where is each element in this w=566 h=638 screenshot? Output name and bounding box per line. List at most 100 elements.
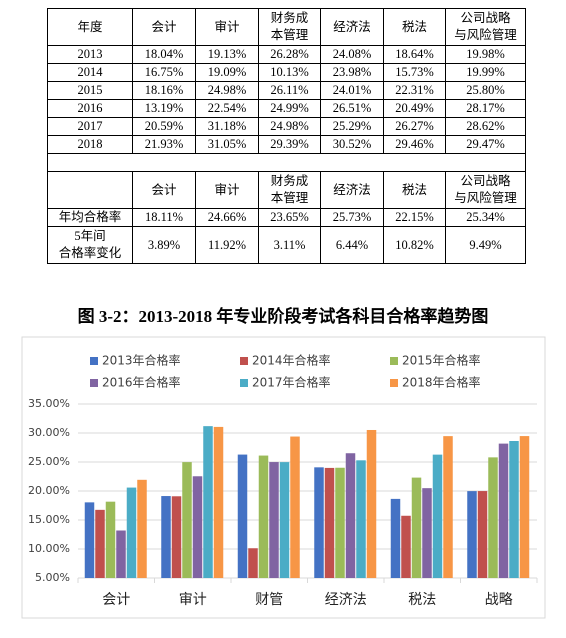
bar (443, 436, 453, 578)
bar (192, 476, 203, 578)
legend-swatch (240, 357, 248, 365)
x-tick-label: 经济法 (325, 592, 367, 608)
cell: 19.98% (445, 45, 526, 64)
bar (213, 426, 224, 578)
cell: 税法 (383, 171, 446, 209)
bar (95, 509, 105, 578)
bar (171, 496, 182, 578)
data-row: 2018 21.93% 31.05% 29.39% 30.52% 29.46% 29.47% (47, 135, 526, 154)
y-tick-label: 15.00% (28, 513, 70, 526)
bar (356, 460, 366, 578)
cell: 2015 (47, 81, 133, 100)
cell: 24.98% (195, 81, 259, 100)
bar (248, 548, 258, 578)
data-row: 2015 18.16% 24.98% 26.11% 24.01% 22.31% 25.80% (47, 81, 526, 100)
cell: 3.11% (258, 226, 321, 264)
bar (84, 502, 95, 578)
x-tick-label: 税法 (408, 592, 436, 608)
bar (126, 487, 137, 578)
cell: 5年间 合格率变化 (47, 226, 133, 264)
cell: 26.51% (320, 99, 384, 118)
bar (182, 462, 192, 578)
cell: 会计 (132, 171, 196, 209)
legend-label: 2017年合格率 (252, 375, 331, 390)
bar (105, 501, 116, 578)
cell: 会计 (132, 8, 196, 46)
empty-cell (47, 171, 133, 209)
legend-swatch (90, 357, 98, 365)
cell: 2016 (47, 99, 133, 118)
y-tick-label: 25.00% (28, 455, 70, 468)
bar (258, 455, 269, 578)
cell: 审计 (195, 171, 259, 209)
cell: 26.27% (383, 117, 446, 136)
bar (477, 491, 488, 578)
legend-label: 2016年合格率 (102, 375, 181, 390)
cell: 2017 (47, 117, 133, 136)
bar (237, 454, 248, 578)
cell: 公司战略 与风险管理 (445, 171, 526, 209)
cell: 11.92% (195, 226, 259, 264)
bar (345, 453, 356, 578)
x-tick-label: 战略 (485, 592, 513, 608)
bar (366, 429, 377, 578)
cell: 18.16% (132, 81, 196, 100)
cell: 9.49% (445, 226, 526, 264)
summary-row: 5年间 合格率变化 3.89% 11.92% 3.11% 6.44% 10.82% 9.49… (47, 226, 526, 264)
bar (137, 479, 147, 578)
cell: 31.05% (195, 135, 259, 154)
x-tick-label: 会计 (102, 592, 130, 608)
x-tick-label: 审计 (179, 592, 207, 608)
cell: 年度 (47, 8, 133, 46)
legend-swatch (390, 379, 398, 387)
bar (467, 491, 477, 578)
bar (390, 498, 401, 578)
y-tick-label: 35.00% (28, 397, 70, 410)
legend-swatch (90, 379, 98, 387)
bar (314, 467, 324, 578)
bar (335, 467, 345, 578)
bar (279, 462, 290, 578)
y-tick-label: 30.00% (28, 426, 70, 439)
y-tick-label: 10.00% (28, 542, 70, 555)
bar (488, 457, 498, 578)
cell: 24.01% (320, 81, 384, 100)
bar (432, 454, 443, 578)
legend-label: 2014年合格率 (252, 353, 331, 368)
legend-label: 2013年合格率 (102, 353, 181, 368)
cell: 25.80% (445, 81, 526, 100)
legend-label: 2015年合格率 (402, 353, 481, 368)
bar (519, 436, 530, 578)
bar (116, 530, 126, 578)
bar (290, 436, 300, 578)
x-tick-label: 财管 (255, 592, 283, 608)
bar (269, 462, 279, 578)
bar (411, 477, 422, 578)
cell: 20.59% (132, 117, 196, 136)
cell: 18.64% (383, 45, 446, 64)
bar (509, 441, 519, 578)
cell: 公司战略 与风险管理 (445, 8, 526, 46)
cell: 财务成 本管理 (258, 171, 321, 209)
legend-label: 2018年合格率 (402, 375, 481, 390)
cell: 24.66% (195, 208, 259, 227)
cell: 2014 (47, 63, 133, 82)
cell: 25.34% (445, 208, 526, 227)
cell: 6.44% (320, 226, 384, 264)
summary-row: 年均合格率 18.11% 24.66% 23.65% 25.73% 22.15% 25.34… (47, 208, 526, 227)
header-row: 年度 会计 审计 财务成 本管理 经济法 税法 公司战略 与风险管理 (47, 8, 526, 46)
y-tick-label: 20.00% (28, 484, 70, 497)
data-row: 2016 13.19% 22.54% 24.99% 26.51% 20.49% 28.17% (47, 99, 526, 118)
bar (324, 467, 335, 578)
bar (161, 496, 171, 578)
legend-swatch (240, 379, 248, 387)
y-tick-label: 5.00% (35, 571, 70, 584)
bar (203, 426, 213, 578)
cell: 财务成 本管理 (258, 8, 321, 46)
figure-caption: 图 3-2：2013-2018 年专业阶段考试各科目合格率趋势图 (77, 307, 489, 326)
bar (401, 515, 411, 578)
bar (498, 443, 509, 578)
cell: 20.49% (383, 99, 446, 118)
